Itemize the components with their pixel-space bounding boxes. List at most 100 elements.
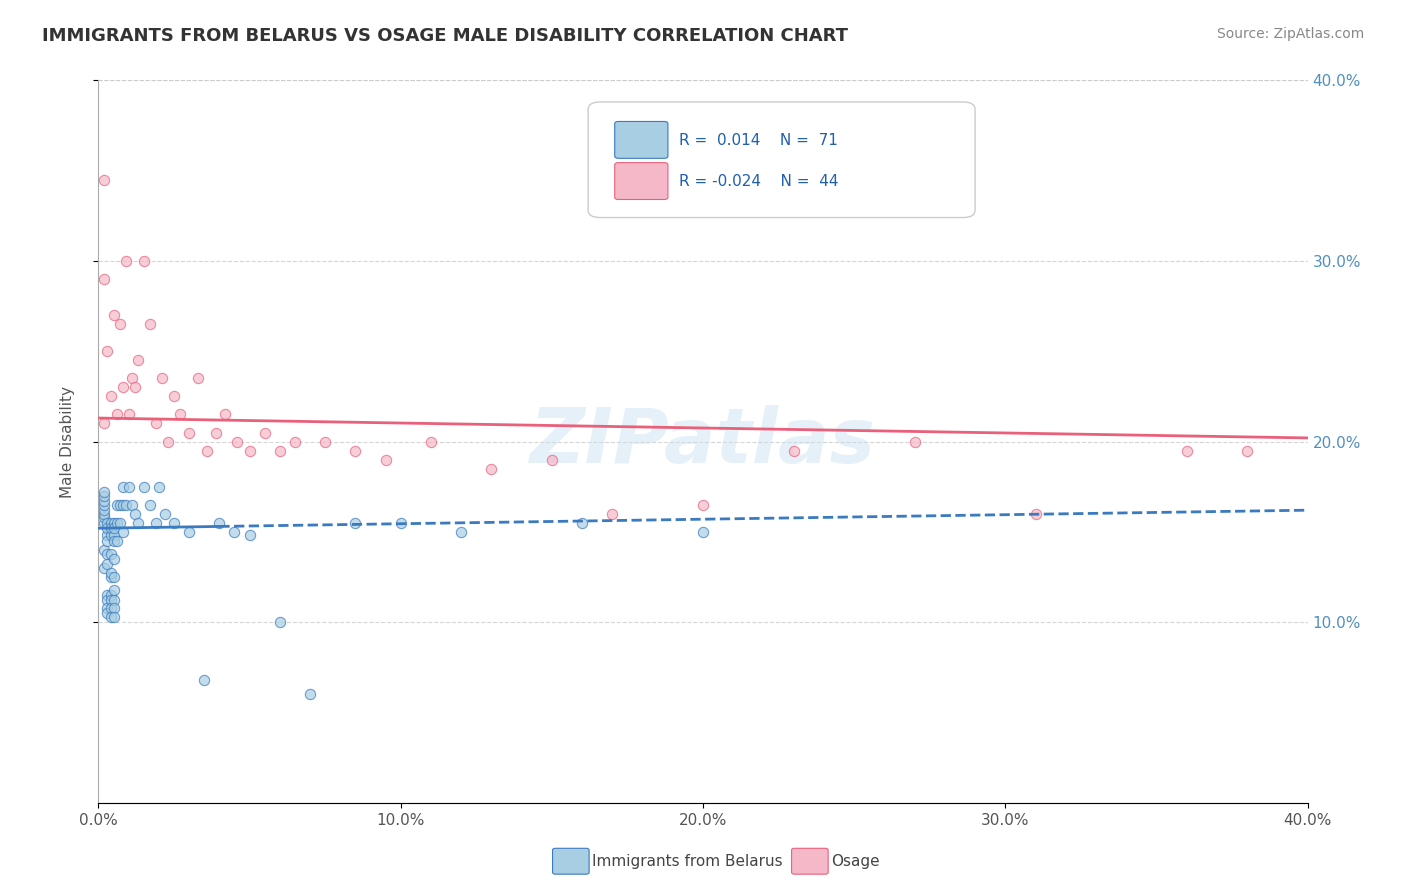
Point xyxy=(214,408,236,422)
Point xyxy=(132,254,155,268)
Point xyxy=(100,600,122,615)
Point xyxy=(103,609,125,624)
Point xyxy=(450,524,472,539)
Point xyxy=(602,507,624,521)
Point xyxy=(100,516,122,530)
Point xyxy=(169,408,191,422)
Point xyxy=(96,516,118,530)
Point xyxy=(114,254,136,268)
Point xyxy=(195,443,218,458)
Point xyxy=(269,615,291,630)
Point xyxy=(1236,443,1258,458)
Point xyxy=(124,380,146,394)
Point xyxy=(103,521,125,535)
Point xyxy=(571,516,593,530)
Point xyxy=(103,570,125,584)
Point xyxy=(108,516,131,530)
Point xyxy=(100,528,122,542)
Point xyxy=(148,480,170,494)
Point xyxy=(1024,507,1046,521)
Point xyxy=(150,371,173,385)
Point xyxy=(239,528,262,542)
Point xyxy=(100,588,122,602)
Point xyxy=(96,547,118,561)
Text: Immigrants from Belarus: Immigrants from Belarus xyxy=(592,855,783,869)
Point xyxy=(93,503,115,517)
Point xyxy=(540,452,562,467)
Point xyxy=(481,461,503,475)
Text: R = -0.024    N =  44: R = -0.024 N = 44 xyxy=(679,174,838,189)
Point xyxy=(93,489,115,503)
Point xyxy=(105,408,128,422)
Point xyxy=(96,588,118,602)
Point xyxy=(96,521,118,535)
Point xyxy=(127,516,149,530)
Point xyxy=(118,408,141,422)
Point xyxy=(208,516,231,530)
Point xyxy=(153,507,176,521)
Point xyxy=(389,516,412,530)
Point xyxy=(96,344,118,359)
Point xyxy=(100,521,122,535)
Point xyxy=(344,516,367,530)
Point xyxy=(139,498,162,512)
Point xyxy=(132,480,155,494)
Point xyxy=(314,434,336,449)
Point xyxy=(226,434,249,449)
Point xyxy=(108,498,131,512)
Text: R =  0.014    N =  71: R = 0.014 N = 71 xyxy=(679,133,838,148)
Point xyxy=(124,507,146,521)
Point xyxy=(103,528,125,542)
Point xyxy=(299,687,322,701)
Point xyxy=(93,510,115,524)
Point xyxy=(93,494,115,508)
Point xyxy=(103,593,125,607)
Point xyxy=(163,389,186,403)
Point xyxy=(121,498,143,512)
Point xyxy=(163,516,186,530)
Point xyxy=(783,443,806,458)
Point xyxy=(105,516,128,530)
Point xyxy=(193,673,215,687)
Point xyxy=(145,516,167,530)
Point xyxy=(96,606,118,620)
Point xyxy=(692,524,714,539)
Point xyxy=(179,524,201,539)
Point xyxy=(121,371,143,385)
Text: IMMIGRANTS FROM BELARUS VS OSAGE MALE DISABILITY CORRELATION CHART: IMMIGRANTS FROM BELARUS VS OSAGE MALE DI… xyxy=(42,27,848,45)
Point xyxy=(344,443,367,458)
Point xyxy=(103,552,125,566)
FancyBboxPatch shape xyxy=(614,162,668,200)
Point xyxy=(96,533,118,548)
Point xyxy=(93,272,115,286)
Point xyxy=(100,389,122,403)
Point xyxy=(145,417,167,431)
Point xyxy=(111,498,134,512)
Point xyxy=(100,570,122,584)
Point xyxy=(103,600,125,615)
Point xyxy=(420,434,443,449)
Point xyxy=(93,417,115,431)
Text: Osage: Osage xyxy=(831,855,880,869)
Point xyxy=(105,498,128,512)
Point xyxy=(96,593,118,607)
Point xyxy=(100,609,122,624)
Point xyxy=(374,452,396,467)
Point xyxy=(108,317,131,331)
Point xyxy=(284,434,307,449)
Point xyxy=(105,533,128,548)
Point xyxy=(96,528,118,542)
Point xyxy=(103,516,125,530)
Point xyxy=(118,480,141,494)
Point xyxy=(96,558,118,572)
Point xyxy=(111,480,134,494)
Point xyxy=(100,593,122,607)
Point xyxy=(692,498,714,512)
Point xyxy=(96,600,118,615)
Point xyxy=(205,425,228,440)
Y-axis label: Male Disability: Male Disability xyxy=(60,385,75,498)
Point xyxy=(93,507,115,521)
Point xyxy=(93,561,115,575)
Point xyxy=(103,582,125,597)
Point xyxy=(187,371,209,385)
